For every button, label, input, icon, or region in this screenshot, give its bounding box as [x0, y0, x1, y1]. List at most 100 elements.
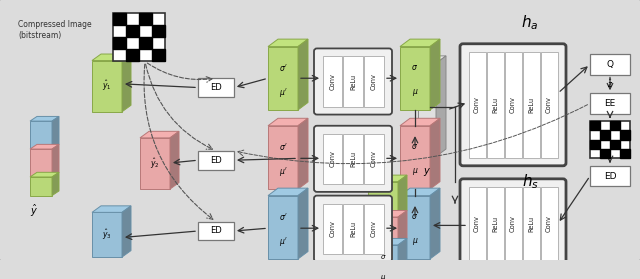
Polygon shape [170, 131, 179, 189]
FancyBboxPatch shape [323, 56, 342, 107]
FancyBboxPatch shape [343, 203, 363, 254]
Polygon shape [122, 54, 131, 112]
FancyBboxPatch shape [198, 151, 234, 170]
Text: $\hat{y}_1$: $\hat{y}_1$ [102, 79, 112, 93]
Bar [600, 130, 610, 140]
Bar [126, 49, 139, 61]
Polygon shape [430, 118, 440, 189]
Polygon shape [298, 188, 308, 259]
Polygon shape [268, 196, 298, 259]
Polygon shape [368, 210, 407, 217]
Text: ReLu: ReLu [492, 215, 498, 232]
Polygon shape [398, 210, 407, 245]
Polygon shape [418, 56, 446, 63]
Polygon shape [430, 188, 440, 259]
Bar [620, 130, 630, 140]
FancyBboxPatch shape [314, 126, 392, 192]
Polygon shape [92, 212, 122, 257]
Bar [152, 25, 165, 37]
Text: $\mu'$: $\mu'$ [278, 165, 287, 178]
Text: $\sigma$: $\sigma$ [380, 252, 387, 261]
FancyBboxPatch shape [590, 93, 630, 114]
Text: $\mu'$: $\mu'$ [278, 86, 287, 99]
Polygon shape [418, 63, 436, 157]
Text: $\mu$: $\mu$ [412, 166, 419, 177]
Text: $\hat{y}_3$: $\hat{y}_3$ [102, 227, 112, 242]
FancyBboxPatch shape [364, 56, 383, 107]
Polygon shape [400, 126, 430, 189]
FancyBboxPatch shape [314, 49, 392, 115]
FancyBboxPatch shape [323, 203, 342, 254]
Text: $\sigma$: $\sigma$ [412, 212, 419, 221]
Polygon shape [400, 118, 440, 126]
Polygon shape [298, 39, 308, 110]
Bar [126, 25, 139, 37]
Polygon shape [140, 131, 179, 138]
Bar [113, 13, 165, 61]
FancyBboxPatch shape [486, 187, 504, 260]
Polygon shape [398, 175, 407, 217]
Text: ReLu: ReLu [528, 215, 534, 232]
Text: $\hat{y}$: $\hat{y}$ [30, 203, 38, 219]
Polygon shape [52, 172, 59, 196]
Text: Conv: Conv [474, 215, 480, 232]
Text: Conv: Conv [371, 220, 377, 237]
Polygon shape [268, 188, 308, 196]
FancyBboxPatch shape [198, 78, 234, 97]
Text: $\mu$: $\mu$ [412, 87, 419, 98]
Text: Conv: Conv [330, 150, 335, 167]
FancyBboxPatch shape [460, 44, 566, 166]
FancyBboxPatch shape [198, 222, 234, 240]
Text: $\hat{z}$: $\hat{z}$ [607, 77, 613, 90]
Polygon shape [436, 56, 446, 157]
Text: $y$: $y$ [423, 166, 431, 178]
Polygon shape [368, 245, 398, 268]
Text: Compressed Image
(bitstream): Compressed Image (bitstream) [18, 20, 92, 40]
Polygon shape [30, 177, 52, 196]
Text: Conv: Conv [510, 96, 516, 113]
Polygon shape [400, 47, 430, 110]
FancyBboxPatch shape [468, 52, 486, 158]
Bar [600, 149, 610, 158]
Text: $\sigma$: $\sigma$ [412, 63, 419, 72]
FancyBboxPatch shape [314, 196, 392, 262]
Text: $\mu$: $\mu$ [380, 273, 386, 279]
Text: Conv: Conv [510, 215, 516, 232]
Text: Conv: Conv [371, 73, 377, 90]
Polygon shape [30, 116, 59, 121]
FancyBboxPatch shape [522, 52, 540, 158]
Polygon shape [122, 206, 131, 257]
Polygon shape [400, 188, 440, 196]
Bar [620, 149, 630, 158]
FancyBboxPatch shape [504, 52, 522, 158]
Text: $h_a$: $h_a$ [521, 13, 539, 32]
Text: ED: ED [604, 172, 616, 181]
FancyBboxPatch shape [0, 0, 640, 262]
Text: $\sigma$: $\sigma$ [412, 142, 419, 151]
Text: Conv: Conv [371, 150, 377, 167]
Polygon shape [368, 239, 407, 245]
Bar [610, 140, 620, 149]
Text: $\hat{y}_2$: $\hat{y}_2$ [150, 156, 160, 171]
Text: $\mu'$: $\mu'$ [278, 235, 287, 248]
Polygon shape [298, 118, 308, 189]
FancyBboxPatch shape [468, 187, 486, 260]
Polygon shape [30, 172, 59, 177]
Text: Q: Q [607, 60, 614, 69]
Text: ED: ED [210, 156, 222, 165]
Polygon shape [368, 217, 398, 245]
Bar [590, 121, 630, 158]
Bar [113, 37, 126, 49]
Text: $\sigma'$: $\sigma'$ [278, 141, 287, 152]
Bar [113, 13, 126, 25]
Polygon shape [368, 182, 398, 217]
FancyBboxPatch shape [460, 179, 566, 268]
Text: Conv: Conv [330, 73, 335, 90]
FancyBboxPatch shape [590, 54, 630, 74]
Text: ReLu: ReLu [492, 97, 498, 113]
FancyBboxPatch shape [486, 52, 504, 158]
Text: Conv: Conv [546, 215, 552, 232]
FancyBboxPatch shape [343, 134, 363, 184]
Polygon shape [30, 121, 52, 149]
Text: $\sigma'$: $\sigma'$ [278, 62, 287, 73]
